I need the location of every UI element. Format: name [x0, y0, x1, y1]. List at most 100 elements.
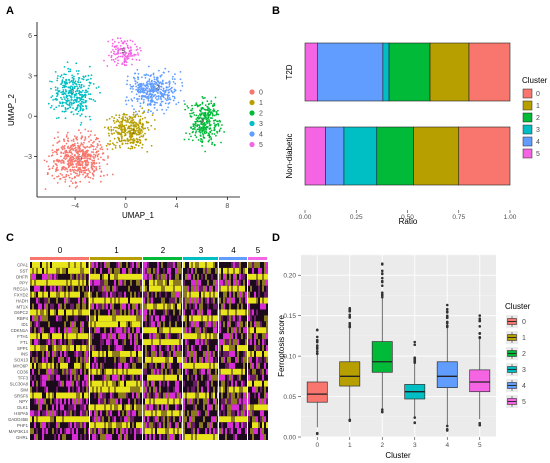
heatmap-cell — [46, 410, 48, 417]
umap-point — [201, 117, 203, 120]
heatmap-cell — [264, 356, 266, 363]
heatmap-cell — [157, 392, 159, 399]
umap-point — [129, 87, 132, 90]
umap-point — [84, 136, 87, 139]
heatmap-cell — [157, 416, 159, 423]
umap-point — [127, 147, 130, 150]
heatmap-cell — [140, 303, 142, 310]
heatmap-cell — [64, 291, 66, 298]
umap-point — [65, 167, 67, 170]
umap-point — [79, 81, 82, 84]
heatmap-cell — [60, 345, 62, 351]
heatmap-cell — [155, 267, 157, 274]
heatmap-cell — [32, 303, 34, 310]
heatmap-cell — [108, 345, 110, 351]
heatmap-cell — [116, 309, 118, 316]
heatmap-cell — [183, 428, 185, 435]
umap-point — [76, 185, 78, 188]
heatmap-cell — [42, 416, 44, 423]
ratio-legend-swatch — [522, 100, 533, 111]
heatmap-cell — [229, 392, 231, 399]
umap-point — [173, 96, 176, 98]
heatmap-cell — [74, 392, 76, 399]
heatmap-cell — [116, 368, 118, 375]
umap-point — [94, 154, 97, 157]
umap-point — [124, 130, 127, 133]
umap-point — [83, 171, 86, 174]
ratio-bar-segment — [304, 126, 326, 186]
heatmap-cell — [38, 297, 40, 304]
ratio-legend-swatch — [522, 124, 533, 135]
umap-point — [47, 102, 50, 105]
boxplot-legend-label: 4 — [522, 383, 526, 390]
heatmap-cell — [153, 321, 155, 328]
heatmap-cell — [215, 303, 217, 310]
heatmap-cell — [203, 362, 205, 369]
umap-point — [71, 74, 73, 77]
umap-point — [97, 153, 100, 156]
umap-point — [58, 90, 60, 93]
umap-point — [57, 148, 60, 151]
heatmap-cell — [151, 410, 153, 417]
heatmap-cell — [260, 368, 262, 375]
boxplot-outlier — [315, 349, 319, 353]
heatmap-cell — [203, 291, 205, 298]
heatmap-cell — [231, 297, 233, 304]
heatmap-cell — [215, 398, 217, 405]
umap-point — [65, 157, 68, 159]
heatmap-cell — [76, 416, 78, 423]
heatmap-cell — [128, 380, 130, 387]
heatmap-cell — [233, 291, 235, 298]
heatmap-cell — [157, 333, 159, 340]
heatmap-cell — [147, 327, 149, 334]
boxplot-outlier — [380, 293, 384, 296]
heatmap-cell — [80, 434, 82, 440]
heatmap-cell — [132, 386, 134, 393]
umap-point — [65, 85, 68, 88]
heatmap-cell — [70, 309, 72, 316]
ratio-legend-label: 4 — [536, 139, 540, 146]
heatmap-cell — [48, 351, 50, 357]
umap-point — [190, 135, 192, 138]
umap-point — [117, 41, 120, 44]
boxplot-y-title: Ferroptosis score — [277, 315, 286, 377]
umap-point — [66, 97, 69, 100]
heatmap-cell — [266, 321, 268, 328]
heatmap-cell — [237, 422, 239, 429]
heatmap-cell — [175, 398, 177, 405]
heatmap-cell — [193, 356, 195, 363]
heatmap-cell — [252, 404, 254, 411]
heatmap-cell — [110, 380, 112, 387]
heatmap-cell — [54, 351, 56, 357]
heatmap-cell — [239, 345, 241, 351]
heatmap-cell — [32, 279, 34, 286]
heatmap-cell — [82, 285, 84, 292]
heatmap-cell — [64, 333, 66, 340]
heatmap-cell — [157, 422, 159, 429]
umap-point — [211, 141, 214, 144]
heatmap-cell — [100, 321, 102, 328]
heatmap-cell — [64, 262, 66, 268]
heatmap-cell — [155, 351, 157, 357]
boxplot-outlier — [478, 317, 482, 321]
heatmap-cell — [106, 428, 108, 435]
ratio-ticks: 0.00 0.25 0.50 0.75 1.00 — [299, 210, 517, 221]
heatmap-cell — [167, 362, 169, 369]
heatmap-cell — [52, 309, 54, 316]
umap-point — [168, 101, 171, 104]
heatmap-cell — [128, 327, 130, 334]
boxplot-outlier — [315, 352, 319, 355]
heatmap-cell — [159, 345, 161, 351]
umap-point — [131, 105, 134, 107]
boxplot-x-title: Cluster — [385, 451, 411, 460]
heatmap-cell — [145, 315, 147, 322]
heatmap-cell — [215, 356, 217, 363]
umap-point — [137, 72, 140, 75]
heatmap-cell — [54, 327, 56, 334]
heatmap-cell — [120, 404, 122, 411]
heatmap-cell — [256, 416, 258, 423]
heatmap-cell — [179, 297, 181, 304]
umap-point — [70, 173, 72, 175]
heatmap-cell — [108, 380, 110, 387]
